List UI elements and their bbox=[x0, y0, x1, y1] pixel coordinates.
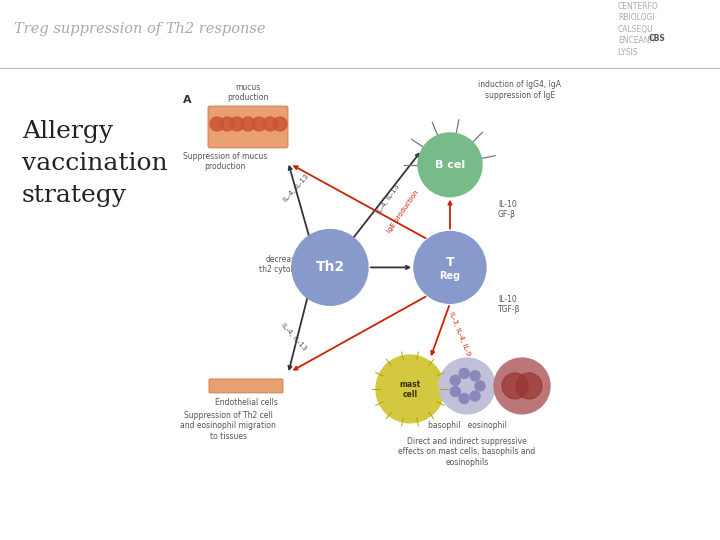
Circle shape bbox=[475, 381, 485, 391]
Circle shape bbox=[220, 117, 234, 131]
Circle shape bbox=[241, 117, 255, 131]
Circle shape bbox=[414, 232, 486, 303]
Text: mucus
production: mucus production bbox=[228, 83, 269, 102]
Circle shape bbox=[450, 387, 460, 396]
Circle shape bbox=[459, 394, 469, 403]
Circle shape bbox=[502, 373, 528, 399]
FancyBboxPatch shape bbox=[208, 106, 288, 148]
Circle shape bbox=[273, 117, 287, 131]
Circle shape bbox=[210, 117, 224, 131]
Circle shape bbox=[230, 117, 244, 131]
Circle shape bbox=[292, 230, 368, 305]
Text: Suppression of Th2 cell
and eosinophil migration
to tissues: Suppression of Th2 cell and eosinophil m… bbox=[180, 411, 276, 441]
Text: IL-4, IL-13: IL-4, IL-13 bbox=[280, 322, 307, 352]
Text: T: T bbox=[446, 256, 454, 269]
Circle shape bbox=[450, 375, 460, 386]
Text: IL-10
TGF-β: IL-10 TGF-β bbox=[498, 294, 521, 314]
Circle shape bbox=[439, 358, 495, 414]
Text: mast: mast bbox=[400, 381, 420, 389]
Text: CENTERFO
RBIOLOGI
CALSEQU
ENCEANA
LYSIS: CENTERFO RBIOLOGI CALSEQU ENCEANA LYSIS bbox=[618, 2, 659, 57]
Text: Allergy: Allergy bbox=[22, 120, 113, 143]
Circle shape bbox=[470, 391, 480, 401]
Text: basophil   eosinophil: basophil eosinophil bbox=[428, 421, 506, 430]
Text: Treg suppression of Th2 response: Treg suppression of Th2 response bbox=[14, 22, 266, 36]
Text: B cel: B cel bbox=[435, 160, 465, 170]
Circle shape bbox=[252, 117, 266, 131]
Text: A: A bbox=[183, 95, 192, 105]
Circle shape bbox=[470, 371, 480, 381]
FancyBboxPatch shape bbox=[209, 379, 283, 393]
Text: Th2: Th2 bbox=[315, 260, 345, 274]
Circle shape bbox=[263, 117, 277, 131]
Text: vaccination: vaccination bbox=[22, 152, 168, 175]
Text: cell: cell bbox=[402, 390, 418, 400]
Text: IL-10
GF-β: IL-10 GF-β bbox=[498, 200, 517, 219]
Text: Reg: Reg bbox=[439, 272, 461, 281]
Text: induction of IgG4, IgA
suppression of IgE: induction of IgG4, IgA suppression of Ig… bbox=[479, 80, 562, 99]
Text: IL-4, IL-13: IL-4, IL-13 bbox=[282, 173, 310, 202]
Text: Suppression of mucus
production: Suppression of mucus production bbox=[183, 152, 267, 171]
Circle shape bbox=[418, 133, 482, 197]
Text: strategy: strategy bbox=[22, 184, 127, 207]
Circle shape bbox=[516, 373, 542, 399]
Text: Endothelial cells: Endothelial cells bbox=[215, 398, 277, 407]
Circle shape bbox=[376, 355, 444, 423]
Circle shape bbox=[494, 358, 550, 414]
Text: IL-3, IL-4, IL-9: IL-3, IL-4, IL-9 bbox=[449, 311, 472, 357]
Text: IgE production: IgE production bbox=[386, 189, 420, 234]
Text: IL-4, IL-13: IL-4, IL-13 bbox=[376, 184, 400, 215]
Text: Direct and indirect suppressive
effects on mast cells, basophils and
eosinophils: Direct and indirect suppressive effects … bbox=[398, 437, 536, 467]
Text: CBS: CBS bbox=[649, 34, 666, 43]
Text: decreased
th2 cytokines: decreased th2 cytokines bbox=[259, 255, 311, 274]
Circle shape bbox=[459, 368, 469, 379]
